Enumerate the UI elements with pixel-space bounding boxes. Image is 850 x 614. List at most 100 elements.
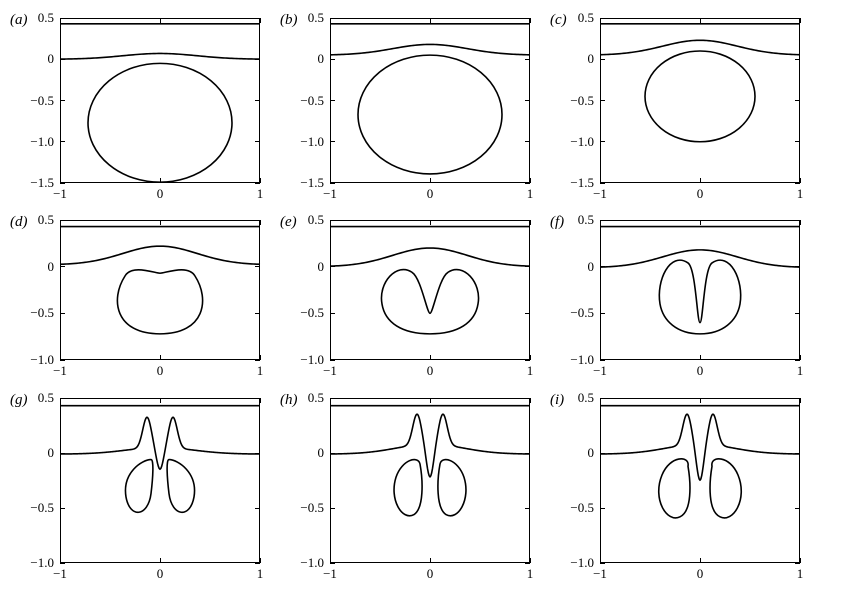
ytick-mark [600,398,605,399]
ytick-mark [60,18,65,19]
xtick-mark [260,178,261,183]
panel-e: 0.50−0.5−1.0−101 [330,220,530,360]
ytick-mark [330,508,335,509]
xtick-mark [430,220,431,225]
ytick-label: 0 [554,445,594,461]
xtick-mark [60,398,61,403]
xtick-mark [530,220,531,225]
xtick-mark [700,398,701,403]
ytick-label: −1.0 [14,134,54,150]
ytick-mark [795,313,800,314]
xtick-mark [430,398,431,403]
ytick-mark [525,59,530,60]
xtick-mark [800,18,801,23]
ytick-label: −1.0 [284,134,324,150]
xtick-label: 0 [415,363,445,379]
panel-a: 0.50−0.5−1.0−1.5−101 [60,18,260,183]
xtick-mark [600,178,601,183]
xtick-label: −1 [585,186,615,202]
ytick-mark [60,398,65,399]
xtick-label: 1 [515,363,545,379]
ytick-mark [60,183,65,184]
xtick-label: −1 [315,566,345,582]
xtick-mark [160,220,161,225]
xtick-label: 0 [145,363,175,379]
xtick-mark [330,18,331,23]
ytick-mark [60,563,65,564]
xtick-mark [330,398,331,403]
xtick-mark [160,558,161,563]
xtick-mark [800,220,801,225]
xtick-label: −1 [45,186,75,202]
ytick-mark [795,59,800,60]
xtick-mark [430,355,431,360]
ytick-mark [795,100,800,101]
panel-d: 0.50−0.5−1.0−101 [60,220,260,360]
ytick-mark [600,266,605,267]
ytick-mark [60,266,65,267]
ytick-mark [60,220,65,221]
ytick-mark [600,313,605,314]
ytick-mark [600,508,605,509]
xtick-label: −1 [315,363,345,379]
xtick-mark [600,398,601,403]
ytick-mark [60,141,65,142]
xtick-mark [530,355,531,360]
ytick-mark [330,313,335,314]
ytick-label: −1.0 [554,134,594,150]
xtick-label: −1 [585,363,615,379]
ytick-mark [600,183,605,184]
xtick-mark [600,220,601,225]
plot-svg [600,18,800,183]
ytick-mark [525,266,530,267]
ytick-mark [600,100,605,101]
ytick-mark [60,508,65,509]
ytick-mark [330,563,335,564]
plot-svg [330,398,530,563]
xtick-label: 1 [515,186,545,202]
panel-label-a: (a) [10,12,28,29]
ytick-mark [255,453,260,454]
ytick-label: −0.5 [554,500,594,516]
xtick-label: −1 [315,186,345,202]
xtick-mark [800,355,801,360]
ytick-mark [60,59,65,60]
xtick-mark [160,398,161,403]
xtick-mark [530,558,531,563]
xtick-mark [800,398,801,403]
panel-label-h: (h) [280,392,298,409]
xtick-mark [60,18,61,23]
xtick-mark [700,220,701,225]
xtick-mark [800,178,801,183]
xtick-label: −1 [45,566,75,582]
ytick-label: −0.5 [14,500,54,516]
ytick-label: −0.5 [554,305,594,321]
panel-b: 0.50−0.5−1.0−1.5−101 [330,18,530,183]
ytick-mark [330,398,335,399]
xtick-mark [330,220,331,225]
plot-svg [60,220,260,360]
ytick-mark [600,360,605,361]
xtick-label: 0 [145,566,175,582]
panel-c: 0.50−0.5−1.0−1.5−101 [600,18,800,183]
panel-label-b: (b) [280,12,298,29]
xtick-mark [700,355,701,360]
ytick-mark [525,100,530,101]
xtick-mark [430,178,431,183]
xtick-mark [60,355,61,360]
xtick-mark [260,355,261,360]
xtick-label: 0 [685,186,715,202]
xtick-label: −1 [45,363,75,379]
xtick-mark [700,558,701,563]
ytick-mark [255,100,260,101]
xtick-mark [260,558,261,563]
plot-svg [330,18,530,183]
ytick-mark [795,141,800,142]
xtick-label: 1 [785,186,815,202]
ytick-mark [330,183,335,184]
ytick-mark [60,100,65,101]
xtick-mark [700,18,701,23]
ytick-mark [330,59,335,60]
panel-label-d: (d) [10,214,28,231]
ytick-mark [255,508,260,509]
